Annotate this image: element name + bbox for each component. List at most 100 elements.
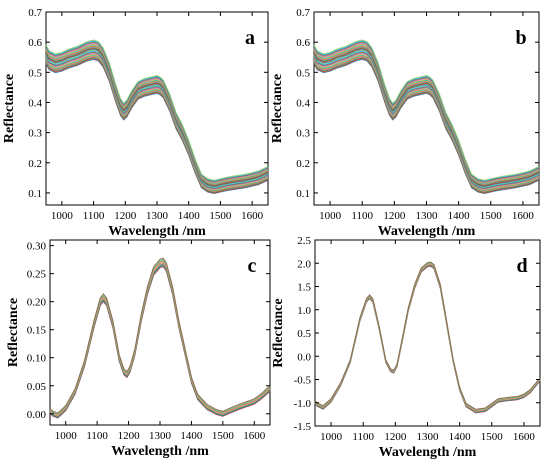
- panel-a-series-line: [45, 47, 269, 187]
- panel-a-series-line: [45, 55, 269, 192]
- panel-b-x-tick-label: 1500: [480, 210, 503, 222]
- panel-b-y-tick-label: 0.6: [296, 37, 310, 49]
- panel-b-series-line: [313, 58, 540, 195]
- panel-d-x-tick-label: 1100: [352, 431, 374, 443]
- panel-d-x-ticks: 1000 1100 1200 1300 1400 1500 1600: [320, 240, 535, 443]
- panel-b-y-tick-label: 0.3: [296, 128, 310, 140]
- panel-a-x-ticks: 1000 1100 1200 1300 1400 1500 1600: [51, 12, 264, 222]
- panel-a-label: a: [245, 27, 255, 49]
- panel-a-series: [45, 39, 269, 195]
- panel-b-series-line: [313, 40, 540, 182]
- panel-d-x-axis-label: Wavelength /nm: [379, 445, 477, 460]
- panel-a-series-line: [45, 42, 269, 184]
- panel-a-series-line: [45, 56, 269, 193]
- panel-a-y-tick-label: 0.5: [28, 67, 42, 79]
- panel-d-y-tick-label: -1.0: [294, 398, 312, 410]
- panel-a: 1000 1100 1200 1300 1400 1500 1600 0.10.20.30.…: [2, 7, 269, 239]
- panel-b-x-tick-label: 1400: [448, 210, 471, 222]
- panel-d-y-tick-label: 0.0: [297, 351, 311, 363]
- panel-a-series-line: [45, 51, 269, 189]
- panel-d-x-tick-label: 1600: [513, 431, 536, 443]
- panel-b-series-line: [313, 53, 540, 191]
- panel-a-x-axis-label: Wavelength /nm: [108, 224, 206, 239]
- panel-c-x-ticks: 1000 1100 1200 1300 1400 1500 1600: [55, 240, 266, 442]
- panel-d-y-tick-label: 0.5: [297, 328, 311, 340]
- panel-a-y-tick-label: 0.3: [28, 128, 42, 140]
- panel-b-y-axis-label: Reflectance: [270, 74, 285, 143]
- panel-b-y-ticks: 0.1 0.2 0.3 0.4 0.5 0.6 0.7: [296, 7, 539, 200]
- panel-c-x-tick-label: 1200: [118, 430, 141, 442]
- panel-b-x-tick-label: 1000: [319, 210, 342, 222]
- panel-a-x-tick-label: 1300: [146, 210, 169, 222]
- panel-a-y-tick-label: 0.1: [28, 188, 42, 200]
- panel-d-y-ticks: -1.5 -1.0 -0.5 0.0 0.5 1.0 1.5 2.0 2.5: [294, 235, 540, 433]
- panel-d-x-tick-label: 1300: [417, 431, 440, 443]
- panel-d-y-axis-label: Reflectance: [271, 298, 286, 367]
- panel-a-series-line: [45, 58, 269, 195]
- panel-a-y-ticks: 0.1 0.2 0.3 0.4 0.5 0.6 0.7: [28, 7, 268, 200]
- panel-b-label: b: [515, 27, 526, 49]
- panel-c-y-axis-label: Reflectance: [6, 298, 21, 367]
- panel-b-series-line: [313, 47, 540, 187]
- panel-a-y-tick-label: 0.6: [28, 37, 42, 49]
- panel-c-y-tick-label: 0.10: [27, 353, 47, 365]
- panel-a-series-line: [45, 44, 269, 185]
- panel-a-x-tick-label: 1600: [241, 210, 264, 222]
- panel-a-series-line: [45, 52, 269, 190]
- panel-d: 1000 1100 1200 1300 1400 1500 1600 -1.5 -1.0 -0.…: [271, 235, 541, 460]
- panel-c-y-tick-label: 0.15: [27, 325, 47, 337]
- panel-b-series-line: [313, 48, 540, 188]
- panel-b-y-tick-label: 0.7: [296, 7, 310, 19]
- panel-b-x-ticks: 1000 1100 1200 1300 1400 1500 1600: [319, 12, 534, 222]
- panel-d-y-tick-label: 2.5: [297, 235, 311, 247]
- panel-d-y-tick-label: 1.0: [297, 305, 311, 317]
- panel-b-y-tick-label: 0.4: [296, 97, 310, 109]
- panel-d-label: d: [516, 255, 527, 277]
- panel-b-series-line: [313, 51, 540, 189]
- panel-b-series-line: [313, 55, 540, 192]
- panel-a-y-tick-label: 0.4: [28, 97, 42, 109]
- panel-c-label: c: [248, 255, 257, 277]
- panel-b: 1000 1100 1200 1300 1400 1500 1600 0.10.20.30.…: [270, 7, 540, 239]
- panel-b-x-tick-label: 1100: [351, 210, 373, 222]
- panel-b-series-line: [313, 52, 540, 190]
- panel-b-series-line: [313, 56, 540, 193]
- panel-b-x-tick-label: 1300: [416, 210, 439, 222]
- panel-a-y-axis-label: Reflectance: [2, 74, 17, 143]
- panel-c-y-tick-label: 0.00: [27, 409, 47, 421]
- panel-c-x-tick-label: 1300: [149, 430, 172, 442]
- panel-d-x-tick-label: 1400: [449, 431, 472, 443]
- panel-d-y-tick-label: -1.5: [294, 421, 312, 433]
- panel-c-x-tick-label: 1600: [243, 430, 266, 442]
- panel-c-y-tick-label: 0.25: [27, 269, 47, 281]
- panel-a-series-line: [45, 50, 269, 189]
- panel-d-y-tick-label: -0.5: [294, 375, 312, 387]
- panel-b-series-line: [313, 43, 540, 184]
- panel-d-series: [314, 261, 541, 414]
- panel-a-series-line: [45, 39, 269, 181]
- panel-c-y-tick-label: 0.30: [27, 241, 47, 253]
- panel-b-series: [313, 39, 540, 195]
- panel-b-series-line: [313, 52, 540, 191]
- panel-b-series-line: [313, 39, 540, 181]
- panel-c-x-tick-label: 1000: [55, 430, 78, 442]
- panel-b-series-line: [313, 54, 540, 192]
- panel-c-x-tick-label: 1100: [86, 430, 108, 442]
- panel-b-x-tick-label: 1200: [383, 210, 406, 222]
- panel-a-series-line: [45, 49, 269, 188]
- panel-b-series-line: [313, 47, 540, 186]
- panel-a-series-line: [45, 53, 269, 191]
- panel-a-x-tick-label: 1200: [114, 210, 137, 222]
- panel-a-x-tick-label: 1000: [51, 210, 74, 222]
- panel-b-series-line: [313, 44, 540, 185]
- panel-b-y-tick-label: 0.1: [296, 188, 310, 200]
- panel-d-y-tick-label: 1.5: [297, 282, 311, 294]
- panel-a-series-line: [45, 46, 269, 186]
- panel-b-y-tick-label: 0.5: [296, 67, 310, 79]
- panel-b-y-tick-label: 0.2: [296, 158, 310, 170]
- panel-b-series-line: [313, 58, 540, 194]
- panel-c-y-ticks: 0.00 0.05 0.10 0.15 0.20 0.25 0.30: [27, 241, 270, 421]
- panel-c-y-tick-label: 0.20: [27, 297, 47, 309]
- panel-d-series-line: [314, 261, 541, 410]
- panel-b-series-line: [313, 57, 540, 193]
